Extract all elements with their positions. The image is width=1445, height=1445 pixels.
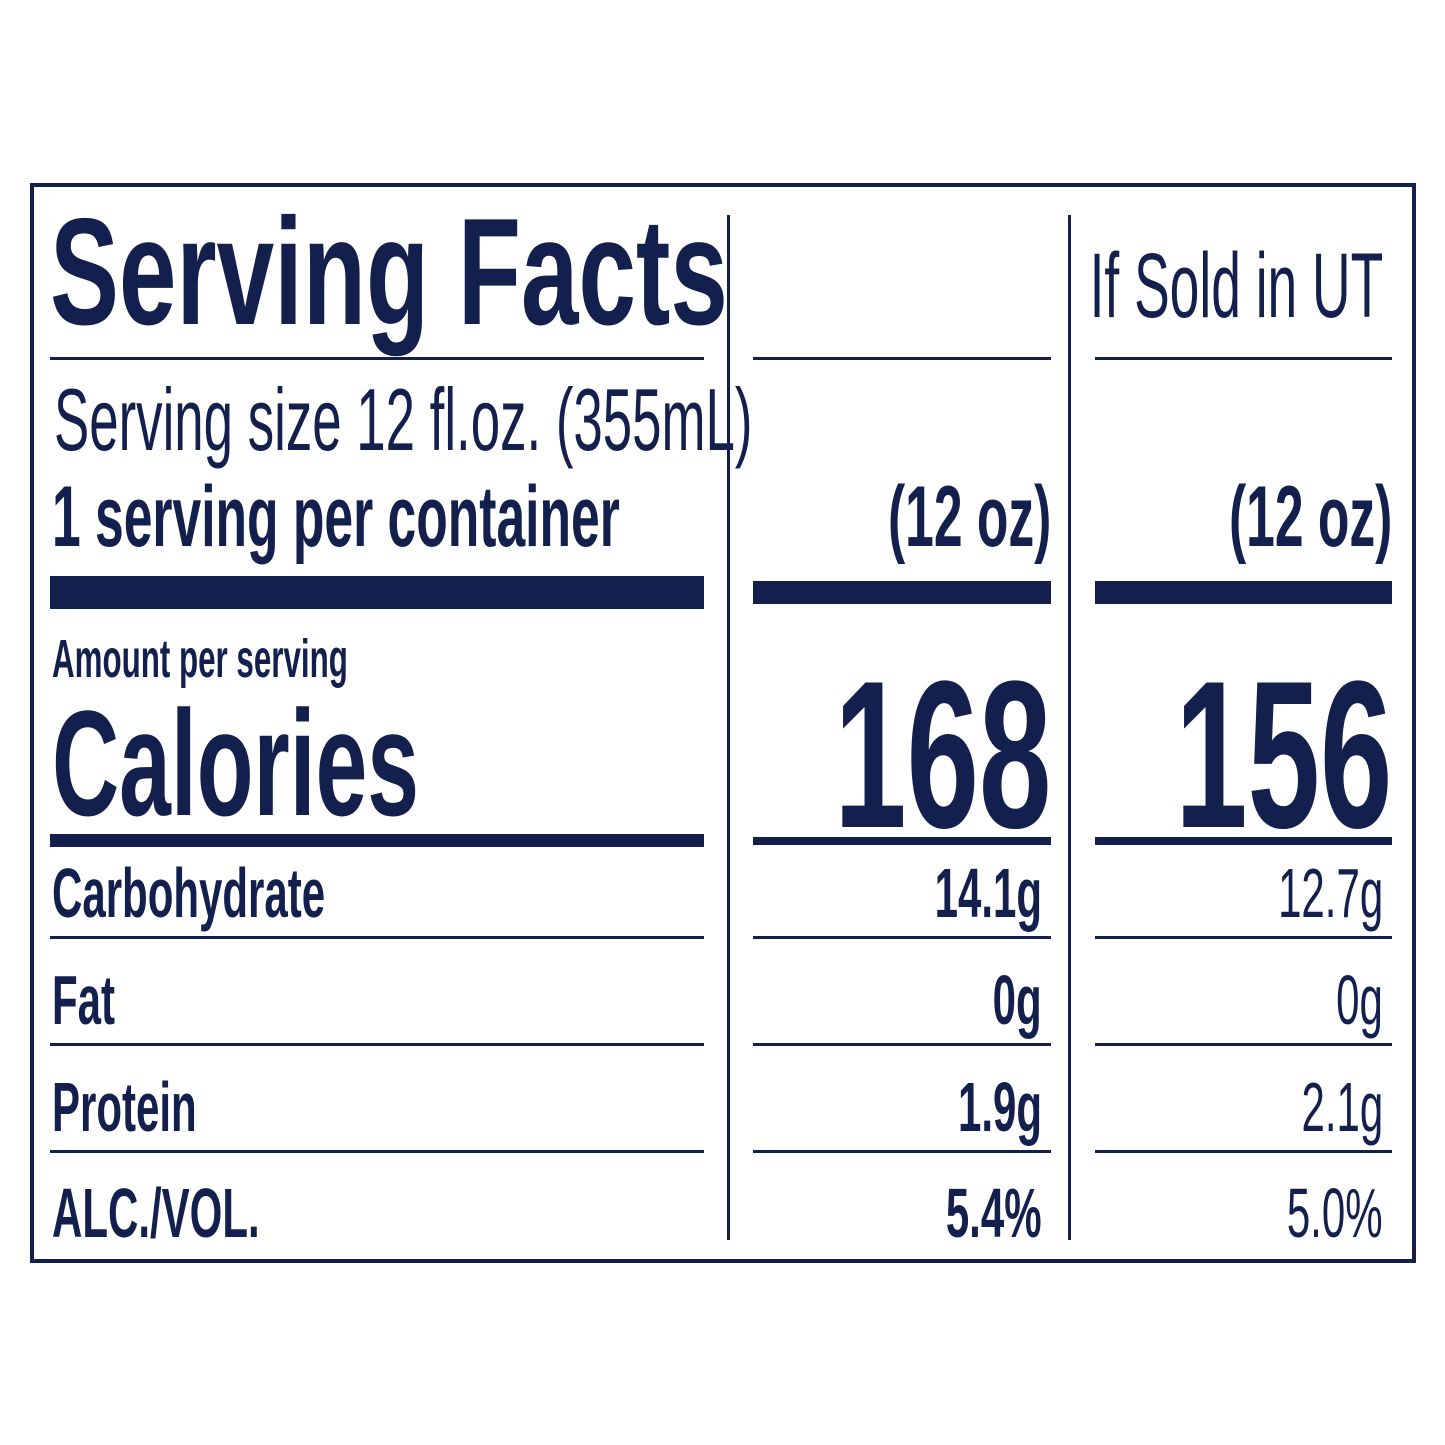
column-header-ut: If Sold in UT — [1089, 235, 1383, 337]
thick-divider — [1095, 581, 1392, 604]
row-value: 0g — [992, 961, 1042, 1039]
medium-divider — [753, 837, 1051, 845]
divider — [753, 936, 1051, 939]
divider — [50, 1150, 704, 1153]
medium-divider — [1095, 837, 1392, 845]
thick-divider — [50, 576, 704, 609]
divider — [50, 1043, 704, 1046]
calories-label: Calories — [52, 679, 420, 847]
divider — [753, 1043, 1051, 1046]
divider — [1095, 936, 1392, 939]
row-value: 5.0% — [1287, 1174, 1383, 1252]
servings-per-container: 1 serving per container — [52, 469, 620, 565]
column-size: (12 oz) — [1228, 469, 1392, 565]
row-value: 12.7g — [1277, 854, 1383, 932]
row-label: Fat — [52, 961, 115, 1039]
row-label: ALC./VOL. — [52, 1174, 260, 1252]
row-label: Protein — [52, 1068, 197, 1146]
column-divider — [1068, 215, 1071, 1240]
row-value: 0g — [1336, 961, 1383, 1039]
medium-divider — [50, 834, 704, 847]
row-value: 1.9g — [957, 1068, 1042, 1146]
divider — [1095, 1150, 1392, 1153]
divider — [50, 936, 704, 939]
column-size: (12 oz) — [887, 469, 1051, 565]
page-title: Serving Facts — [50, 187, 728, 357]
row-label: Carbohydrate — [52, 854, 326, 932]
thick-divider — [753, 581, 1051, 604]
calories-value: 168 — [833, 637, 1051, 872]
divider — [50, 357, 704, 360]
divider — [1095, 357, 1392, 360]
divider — [1095, 1043, 1392, 1046]
amount-per-serving: Amount per serving — [52, 629, 348, 689]
serving-size: Serving size 12 fl.oz. (355mL) — [54, 370, 753, 469]
divider — [753, 1150, 1051, 1153]
calories-value: 156 — [1174, 637, 1392, 872]
serving-facts-panel — [30, 183, 1416, 1263]
row-value: 14.1g — [934, 854, 1042, 932]
divider — [753, 357, 1051, 360]
column-divider — [727, 215, 730, 1240]
row-value: 2.1g — [1301, 1068, 1383, 1146]
row-value: 5.4% — [946, 1174, 1042, 1252]
